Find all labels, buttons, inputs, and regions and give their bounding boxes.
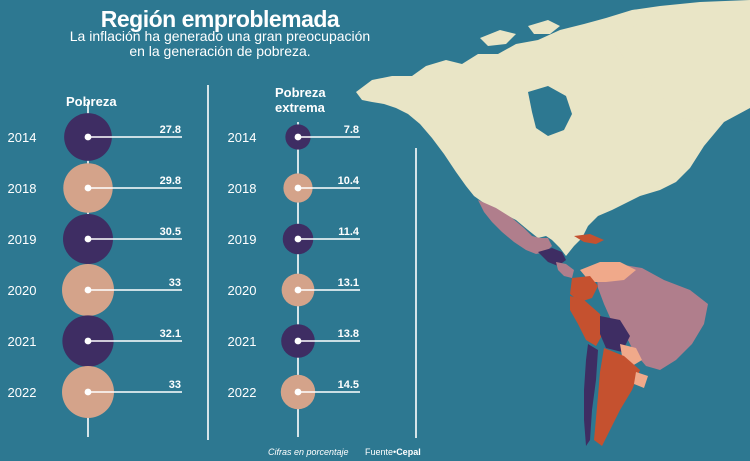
extreme-value-label-2018: 10.4 bbox=[338, 175, 360, 187]
extreme-title-line-1: Pobreza bbox=[275, 85, 326, 100]
extreme-center-dot-2014 bbox=[294, 133, 302, 141]
page-title: Región emproblemada bbox=[100, 6, 340, 32]
page-subtitle: La inflación ha generado una gran preocu… bbox=[0, 29, 440, 59]
extreme-year-label-2018: 2018 bbox=[228, 181, 257, 196]
extreme-value-label-2021: 13.8 bbox=[338, 328, 359, 340]
map-chile bbox=[584, 344, 598, 446]
extreme-value-label-2014: 7.8 bbox=[344, 124, 359, 136]
map-greenland bbox=[612, 10, 750, 122]
poverty-center-dot-2021 bbox=[84, 337, 92, 345]
map-peru bbox=[570, 296, 604, 346]
subtitle-line-2: en la generación de pobreza. bbox=[129, 43, 311, 59]
poverty-value-label-2018: 29.8 bbox=[160, 175, 181, 187]
source-separator-dot: • bbox=[393, 447, 397, 457]
extreme-value-label-2020: 13.1 bbox=[338, 277, 359, 289]
extreme-center-dot-2021 bbox=[294, 337, 302, 345]
source-credit: Fuente•Cepal bbox=[365, 447, 421, 457]
extreme-center-dot-2022 bbox=[294, 388, 302, 396]
source-prefix: Fuente bbox=[365, 447, 394, 457]
extreme-year-label-2014: 2014 bbox=[228, 130, 257, 145]
poverty-center-dot-2019 bbox=[84, 235, 92, 243]
poverty-year-label-2014: 2014 bbox=[8, 130, 37, 145]
poverty-center-dot-2014 bbox=[84, 133, 92, 141]
map-cuba bbox=[560, 226, 586, 232]
footnote-units: Cifras en porcentaje bbox=[268, 447, 349, 457]
extreme-title-line-2: extrema bbox=[275, 100, 325, 115]
extreme-poverty-panel-title: Pobreza extrema bbox=[275, 85, 326, 115]
map-paraguay bbox=[620, 344, 642, 366]
poverty-center-dot-2020 bbox=[84, 286, 92, 294]
extreme-year-label-2020: 2020 bbox=[228, 283, 257, 298]
map-arctic-islands bbox=[480, 20, 560, 46]
extreme-value-label-2019: 11.4 bbox=[338, 226, 360, 238]
extreme-center-dot-2019 bbox=[294, 235, 302, 243]
map-brazil bbox=[596, 264, 708, 370]
map-central-america-south bbox=[556, 262, 574, 278]
extreme-center-dot-2018 bbox=[294, 184, 302, 192]
map-central-america bbox=[538, 248, 566, 266]
poverty-year-label-2019: 2019 bbox=[8, 232, 37, 247]
poverty-year-label-2018: 2018 bbox=[8, 181, 37, 196]
poverty-center-dot-2018 bbox=[84, 184, 92, 192]
map-argentina bbox=[594, 348, 640, 446]
map-mexico bbox=[478, 200, 552, 254]
poverty-value-label-2020: 33 bbox=[169, 277, 181, 289]
subtitle-line-1: La inflación ha generado una gran preocu… bbox=[69, 28, 371, 44]
map-caribbean bbox=[574, 234, 604, 244]
poverty-panel-title: Pobreza bbox=[66, 94, 117, 109]
poverty-year-label-2021: 2021 bbox=[8, 334, 37, 349]
extreme-year-label-2022: 2022 bbox=[228, 385, 257, 400]
map-bolivia bbox=[600, 316, 630, 352]
source-name: Cepal bbox=[396, 447, 421, 457]
map-colombia bbox=[570, 276, 598, 302]
extreme-value-label-2022: 14.5 bbox=[338, 379, 359, 391]
extreme-year-label-2021: 2021 bbox=[228, 334, 257, 349]
map-venezuela bbox=[580, 262, 636, 282]
poverty-value-label-2022: 33 bbox=[169, 379, 181, 391]
poverty-center-dot-2022 bbox=[84, 388, 92, 396]
poverty-year-label-2022: 2022 bbox=[8, 385, 37, 400]
poverty-year-label-2020: 2020 bbox=[8, 283, 37, 298]
map-hudson-bay bbox=[528, 86, 572, 136]
poverty-value-label-2014: 27.8 bbox=[160, 124, 181, 136]
poverty-value-label-2021: 32.1 bbox=[160, 328, 181, 340]
poverty-value-label-2019: 30.5 bbox=[160, 226, 181, 238]
extreme-center-dot-2020 bbox=[294, 286, 302, 294]
extreme-year-label-2019: 2019 bbox=[228, 232, 257, 247]
map-uruguay bbox=[634, 372, 648, 388]
